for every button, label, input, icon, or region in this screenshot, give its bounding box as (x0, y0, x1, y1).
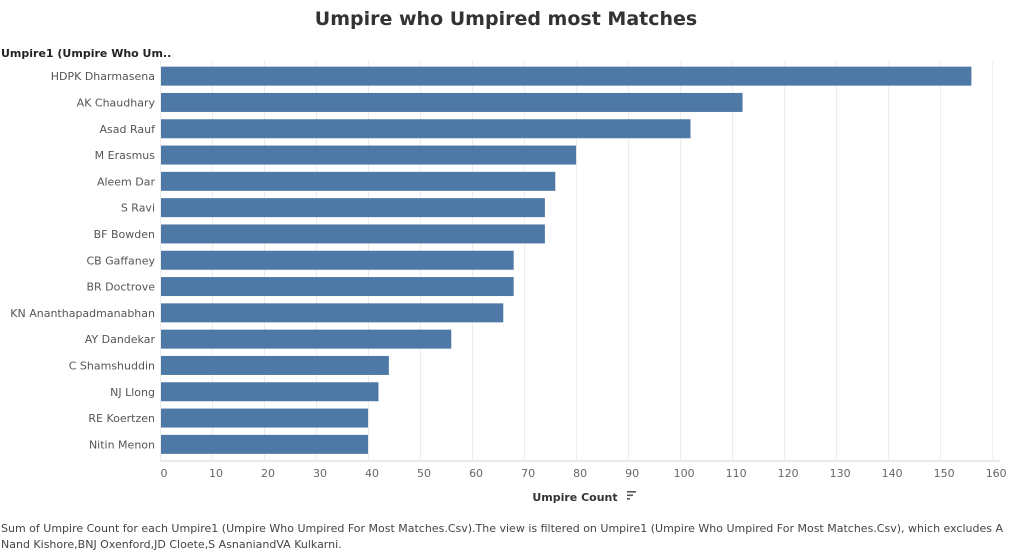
x-tick-label: 100 (674, 467, 695, 480)
bar-hdpk-dharmasena[interactable] (161, 66, 972, 86)
x-tick-label: 0 (161, 467, 168, 480)
bar-nj-llong[interactable] (161, 382, 379, 402)
x-tick-label: 50 (417, 467, 431, 480)
x-tick-label: 40 (365, 467, 379, 480)
chart-caption: Sum of Umpire Count for each Umpire1 (Um… (1, 522, 1004, 551)
x-tick-label: 60 (469, 467, 483, 480)
category-label: S Ravi (121, 202, 155, 215)
x-tick-label: 150 (934, 467, 955, 480)
bar-chart: HDPK Dharmasena AK Chaudhary Asad Rauf M Er… (10, 61, 1007, 504)
category-label: Aleem Dar (97, 175, 156, 188)
x-tick-label: 120 (778, 467, 799, 480)
x-tick-label: 10 (209, 467, 223, 480)
bar-asad-rauf[interactable] (161, 119, 691, 139)
x-tick-label: 130 (830, 467, 851, 480)
bar-re-koertzen[interactable] (161, 408, 369, 428)
category-label: M Erasmus (95, 149, 156, 162)
x-axis-title: Umpire Count (532, 491, 617, 504)
bar-ay-dandekar[interactable] (161, 329, 452, 349)
x-tick-label: 110 (726, 467, 747, 480)
category-label: KN Ananthapadmanabhan (10, 307, 155, 320)
category-label: Asad Rauf (100, 123, 157, 136)
category-label: BR Doctrove (86, 281, 155, 294)
category-label: Nitin Menon (89, 438, 155, 451)
bar-nitin-menon[interactable] (161, 434, 369, 454)
x-tick-label: 90 (625, 467, 639, 480)
bar-s-ravi[interactable] (161, 198, 545, 218)
category-label: AK Chaudhary (77, 96, 156, 109)
category-label: BF Bowden (94, 228, 155, 241)
bar-m-erasmus[interactable] (161, 145, 577, 165)
x-tick-label: 160 (986, 467, 1007, 480)
bar-kn-ananthapadmanabhan[interactable] (161, 303, 504, 323)
bar-br-doctrove[interactable] (161, 277, 514, 297)
bar-c-shamshuddin[interactable] (161, 355, 389, 375)
category-label: RE Koertzen (88, 412, 155, 425)
row-header[interactable]: Umpire1 (Umpire Who Um.. (1, 47, 172, 60)
category-label: AY Dandekar (85, 333, 156, 346)
x-tick-label: 80 (573, 467, 587, 480)
category-label: NJ Llong (110, 386, 155, 399)
x-tick-label: 30 (313, 467, 327, 480)
bar-cb-gaffaney[interactable] (161, 250, 514, 270)
bar-aleem-dar[interactable] (161, 171, 556, 191)
chart-title: Umpire who Umpired most Matches (314, 8, 698, 30)
category-label: CB Gaffaney (86, 254, 155, 267)
x-tick-label: 70 (521, 467, 535, 480)
x-tick-label: 20 (261, 467, 275, 480)
bar-bf-bowden[interactable] (161, 224, 545, 244)
bar-ak-chaudhary[interactable] (161, 92, 743, 112)
sort-descending-icon[interactable] (627, 491, 636, 500)
x-tick-label: 140 (882, 467, 903, 480)
category-label: C Shamshuddin (69, 359, 155, 372)
category-label: HDPK Dharmasena (51, 70, 155, 83)
